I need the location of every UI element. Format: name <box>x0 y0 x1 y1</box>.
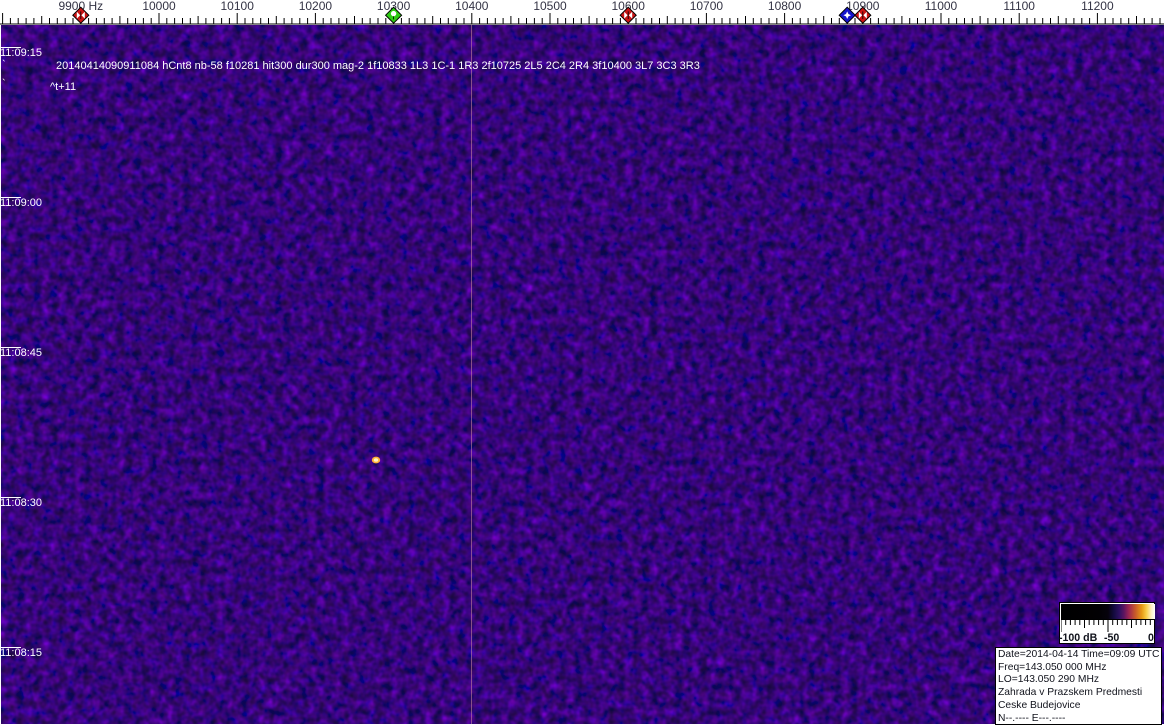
svg-text:10400: 10400 <box>455 0 489 13</box>
svg-text:10700: 10700 <box>690 0 724 13</box>
svg-text:11000: 11000 <box>925 0 958 13</box>
svg-text:10100: 10100 <box>221 0 255 13</box>
svg-text:10800: 10800 <box>768 0 802 13</box>
svg-text:10500: 10500 <box>533 0 567 13</box>
svg-text:11100: 11100 <box>1003 0 1035 13</box>
svg-text:11200: 11200 <box>1081 0 1114 13</box>
svg-text:10000: 10000 <box>142 0 176 13</box>
svg-text:10200: 10200 <box>299 0 333 13</box>
